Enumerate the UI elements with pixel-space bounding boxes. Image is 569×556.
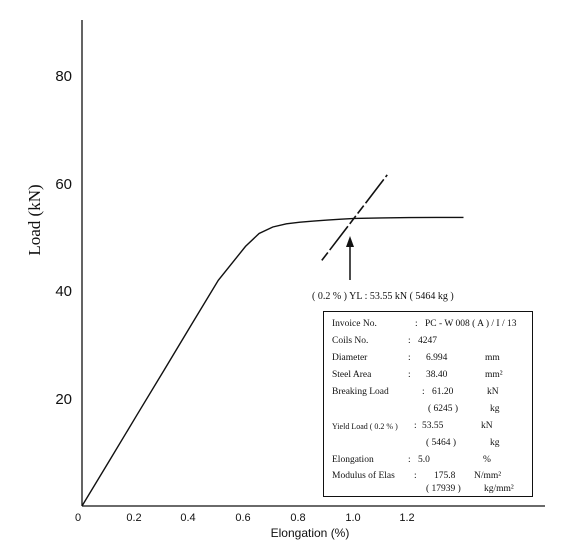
info-row-diameter: Diameter : 6.994 mm: [324, 353, 532, 367]
x-tick-label: 0.2: [126, 512, 141, 524]
info-label: Steel Area: [332, 370, 372, 380]
info-value: 4247: [418, 336, 437, 346]
info-label: Invoice No.: [332, 319, 377, 329]
info-value: 175.8: [434, 471, 456, 481]
info-sep: :: [422, 387, 425, 397]
info-sep: :: [408, 455, 411, 465]
info-label: Breaking Load: [332, 387, 389, 397]
series-line-load: [81, 216, 464, 507]
info-sep: :: [415, 319, 418, 329]
info-row-invoice: Invoice No. : PC - W 008 ( A ) / I / 13: [324, 319, 532, 333]
info-row-modulus-kg: ( 17939 ) kg/mm²: [324, 484, 532, 498]
x-tick-label: 0: [75, 512, 81, 524]
info-row-breaking-load: Breaking Load : 61.20 kN: [324, 387, 532, 401]
info-unit: mm: [485, 353, 500, 363]
yield-arrow-head: [346, 236, 354, 247]
x-tick-label: 0.8: [290, 512, 305, 524]
info-row-yield-load: Yield Load ( 0.2 % ) : 53.55 kN: [324, 421, 532, 435]
info-label: Diameter: [332, 353, 368, 363]
test-info-box: Invoice No. : PC - W 008 ( A ) / I / 13 …: [323, 311, 533, 497]
info-sep: :: [408, 336, 411, 346]
info-unit: %: [483, 455, 491, 465]
y-tick-label: 80: [55, 68, 72, 85]
info-value: 53.55: [422, 421, 444, 431]
x-tick-label: 1.2: [399, 512, 414, 524]
info-value: 5.0: [418, 455, 430, 465]
info-value: ( 17939 ): [426, 484, 461, 494]
info-sep: :: [408, 353, 411, 363]
info-row-yield-load-kg: ( 5464 ) kg: [324, 438, 532, 452]
info-value: PC - W 008 ( A ) / I / 13: [425, 319, 517, 329]
series-line-offset: [321, 174, 388, 261]
info-row-coils: Coils No. : 4247: [324, 336, 532, 350]
info-unit: kN: [487, 387, 499, 397]
info-row-elongation: Elongation : 5.0 %: [324, 455, 532, 469]
x-axis-label: Elongation (%): [271, 526, 350, 540]
info-sep: :: [408, 370, 411, 380]
info-value: 6.994: [426, 353, 448, 363]
info-row-steel-area: Steel Area : 38.40 mm²: [324, 370, 532, 384]
info-value: 61.20: [432, 387, 454, 397]
info-row-breaking-load-kg: ( 6245 ) kg: [324, 404, 532, 418]
info-label: Coils No.: [332, 336, 369, 346]
info-unit: kg: [490, 438, 500, 448]
info-unit: kg/mm²: [484, 484, 514, 494]
y-tick-label: 20: [55, 391, 72, 408]
info-label: Modulus of Elas: [332, 471, 395, 481]
y-axis-label: Load (kN): [25, 184, 44, 255]
x-tick-label: 1.0: [345, 512, 360, 524]
info-value: ( 6245 ): [428, 404, 459, 414]
yield-annotation: ( 0.2 % ) YL : 53.55 kN ( 5464 kg ): [312, 291, 454, 302]
y-tick-label: 40: [55, 283, 72, 300]
info-value: 38.40: [426, 370, 448, 380]
info-sep: :: [414, 421, 417, 431]
info-unit: mm²: [485, 370, 503, 380]
info-label: Elongation: [332, 455, 374, 465]
y-tick-label: 60: [55, 176, 72, 193]
info-unit: kN: [481, 421, 493, 431]
info-label: Yield Load ( 0.2 % ): [332, 422, 398, 431]
info-unit: kg: [490, 404, 500, 414]
info-sep: :: [414, 471, 417, 481]
info-row-modulus: Modulus of Elas : 175.8 N/mm²: [324, 471, 532, 485]
info-unit: N/mm²: [474, 471, 502, 481]
x-tick-label: 0.6: [235, 512, 250, 524]
info-value: ( 5464 ): [426, 438, 457, 448]
x-tick-label: 0.4: [180, 512, 195, 524]
